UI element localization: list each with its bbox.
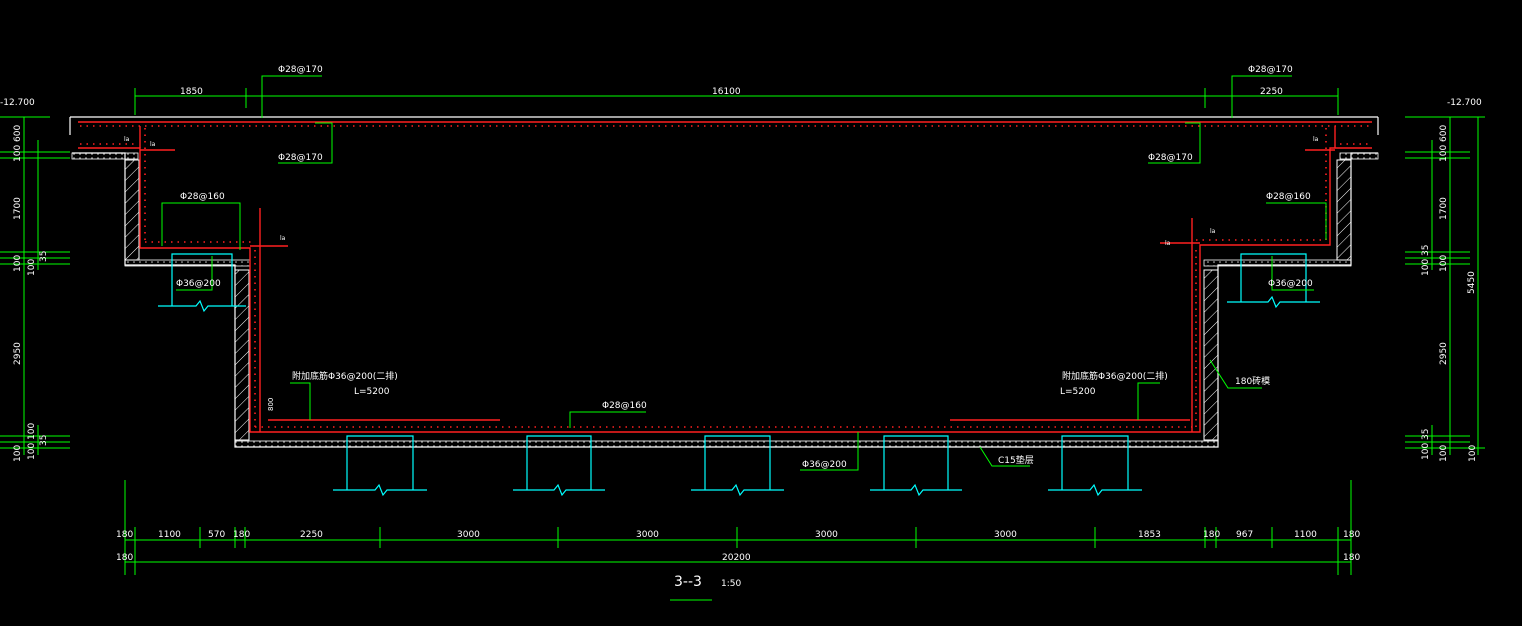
bdim: 967 xyxy=(1236,530,1253,540)
structure-outline xyxy=(69,116,1379,448)
la-mark: la xyxy=(1165,240,1171,247)
vdim-left: 600 xyxy=(13,125,23,142)
extra-rebar-left-length: L=5200 xyxy=(354,387,390,397)
cushion-label: C15垫层 xyxy=(998,454,1034,466)
rebar-right-step-label: Φ28@160 xyxy=(1266,192,1311,202)
vdim-left: 100 xyxy=(27,423,37,440)
extra-rebar-right-label: 附加底筋Φ36@200(二排) xyxy=(1062,370,1168,382)
bdim: 1100 xyxy=(158,530,181,540)
bdim: 3000 xyxy=(994,530,1017,540)
bottom-dims-row2: 180 20200 180 xyxy=(116,553,1360,563)
elevation-right: -12.700 xyxy=(1447,98,1482,108)
rebar-left-slab-bottom-label: Φ28@170 xyxy=(278,153,323,163)
rebar-top-right-label: Φ28@170 xyxy=(1248,65,1293,75)
top-dim-middle: 16100 xyxy=(712,87,741,97)
vdim-left: 100 xyxy=(13,445,23,462)
la-mark: la xyxy=(150,141,156,148)
bottom-dims-row1: 180 1100 570 180 2250 3000 3000 3000 300… xyxy=(116,530,1360,540)
bdim2-right: 180 xyxy=(1343,553,1360,563)
bdim: 180 xyxy=(1203,530,1220,540)
bdim: 1100 xyxy=(1294,530,1317,540)
rebar-dots xyxy=(80,125,1372,428)
cushion-strips xyxy=(71,152,1379,448)
vdim-left: 1700 xyxy=(13,197,23,220)
left-vertical-dims: 100 600 1700 100 100 35 2950 100 100 35 … xyxy=(13,125,49,462)
bdim: 1853 xyxy=(1138,530,1161,540)
vdim-right: 1700 xyxy=(1439,197,1449,220)
rebar-lines xyxy=(78,121,1372,433)
bdim2-middle: 20200 xyxy=(722,553,751,563)
vdim-right: 100 xyxy=(1421,259,1431,276)
bdim2-left: 180 xyxy=(116,553,133,563)
bdim: 3000 xyxy=(457,530,480,540)
la-mark: la xyxy=(1313,136,1319,143)
drawing-scale: 1:50 xyxy=(721,579,741,589)
vdim-left: 100 xyxy=(27,259,37,276)
vdim-right: 100 xyxy=(1439,445,1449,462)
vdim-left: 35 xyxy=(39,435,49,446)
wall-thickness-label: 180砖模 xyxy=(1235,375,1270,387)
vdim-right: 100 xyxy=(1468,445,1478,462)
elevation-left: -12.700 xyxy=(0,98,35,108)
la-marks: la la la la la la xyxy=(124,136,1319,247)
leader-lines xyxy=(161,75,1327,471)
vdim-right: 35 xyxy=(1421,429,1431,440)
bdim: 180 xyxy=(233,530,250,540)
vdim-left: 2950 xyxy=(13,342,23,365)
rebar-left-pile-label: Φ36@200 xyxy=(176,279,221,289)
rebar-left-step-label: Φ28@160 xyxy=(180,192,225,202)
rebar-bottom-pile-label: Φ36@200 xyxy=(802,460,847,470)
hatched-walls xyxy=(124,159,1352,441)
vdim-right: 100 xyxy=(1421,443,1431,460)
rebar-right-slab-bottom-label: Φ28@170 xyxy=(1148,153,1193,163)
bdim: 570 xyxy=(208,530,225,540)
vdim-right: 100 xyxy=(1439,145,1449,162)
bdim: 3000 xyxy=(815,530,838,540)
la-mark: la xyxy=(124,136,130,143)
piles xyxy=(158,253,1320,497)
vdim-left: 100 xyxy=(13,255,23,272)
wall-height-label: 800 xyxy=(267,398,275,411)
dimension-lines xyxy=(0,88,1485,601)
vdim-right-total: 5450 xyxy=(1467,271,1477,294)
rebar-top-left-label: Φ28@170 xyxy=(278,65,323,75)
vdim-right: 600 xyxy=(1439,125,1449,142)
bdim: 180 xyxy=(1343,530,1360,540)
vdim-left: 100 xyxy=(27,443,37,460)
top-dim-right: 2250 xyxy=(1260,87,1283,97)
drawing-title: 3--3 xyxy=(674,574,702,590)
bdim: 3000 xyxy=(636,530,659,540)
rebar-bottom-center-label: Φ28@160 xyxy=(602,401,647,411)
vdim-right: 2950 xyxy=(1439,342,1449,365)
vdim-right: 35 xyxy=(1421,245,1431,256)
top-dim-left: 1850 xyxy=(180,87,203,97)
extra-rebar-left-label: 附加底筋Φ36@200(二排) xyxy=(292,370,398,382)
bdim: 2250 xyxy=(300,530,323,540)
rebar-right-pile-label: Φ36@200 xyxy=(1268,279,1313,289)
la-mark: la xyxy=(280,235,286,242)
bdim: 180 xyxy=(116,530,133,540)
vdim-left: 35 xyxy=(39,251,49,262)
vdim-left: 100 xyxy=(13,145,23,162)
extra-rebar-right-length: L=5200 xyxy=(1060,387,1096,397)
vdim-right: 100 xyxy=(1439,255,1449,272)
la-mark: la xyxy=(1210,228,1216,235)
right-vertical-dims: 100 600 1700 100 100 35 2950 100 100 35 … xyxy=(1421,125,1478,462)
